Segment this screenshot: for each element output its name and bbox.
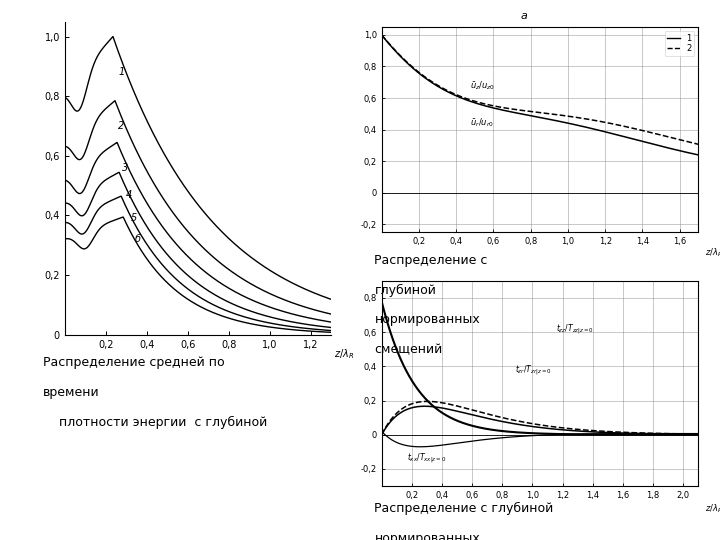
Text: $\bar{u}_z / u_{z0}$: $\bar{u}_z / u_{z0}$: [470, 79, 495, 92]
Text: 3: 3: [122, 163, 128, 173]
Text: $t_{zz}/T_{zz|z=0}$: $t_{zz}/T_{zz|z=0}$: [556, 323, 594, 337]
Text: времени: времени: [43, 386, 100, 399]
Text: глубиной: глубиной: [374, 284, 436, 296]
Text: Распределение с: Распределение с: [374, 254, 487, 267]
Text: 1: 1: [118, 68, 125, 77]
Text: плотности энергии  с глубиной: плотности энергии с глубиной: [43, 416, 267, 429]
Text: Распределение средней по: Распределение средней по: [43, 356, 225, 369]
Text: нормированных: нормированных: [374, 532, 480, 540]
Text: 2: 2: [118, 121, 125, 131]
Text: $\bar{u}_r / u_{r0}$: $\bar{u}_r / u_{r0}$: [470, 117, 494, 129]
Text: a: a: [521, 11, 528, 21]
Text: $E/E_0$: $E/E_0$: [43, 0, 68, 3]
Legend: 1, 2: 1, 2: [665, 31, 694, 56]
Text: $z/\lambda_R$: $z/\lambda_R$: [705, 247, 720, 259]
Text: 5: 5: [130, 213, 137, 224]
Text: б: б: [135, 234, 140, 244]
Text: $z/\lambda_R$: $z/\lambda_R$: [705, 502, 720, 515]
Text: $t_{xx}/T_{xx|z=0}$: $t_{xx}/T_{xx|z=0}$: [407, 453, 446, 467]
Text: смещений: смещений: [374, 343, 443, 356]
Text: Распределение с глубиной: Распределение с глубиной: [374, 502, 554, 515]
Text: 4: 4: [126, 190, 132, 200]
Text: нормированных: нормированных: [374, 313, 480, 326]
Text: $t_{zr}/T_{zr|z=0}$: $t_{zr}/T_{zr|z=0}$: [515, 364, 552, 378]
Text: $z/\lambda_R$: $z/\lambda_R$: [334, 347, 354, 361]
